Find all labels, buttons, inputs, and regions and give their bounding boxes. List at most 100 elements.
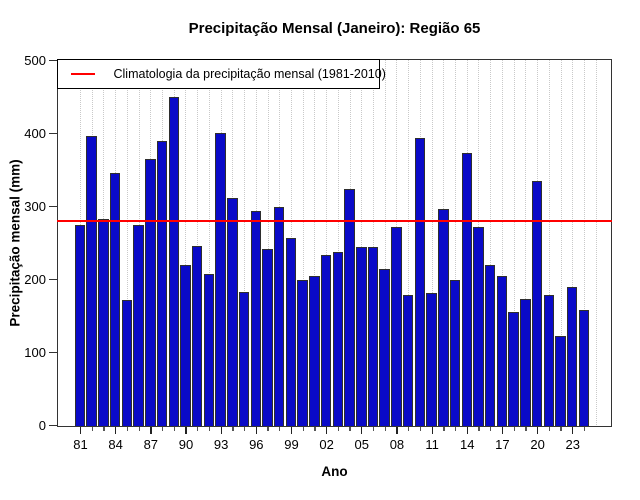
x-tick-label: 90	[178, 437, 194, 452]
climatology-reference-line	[57, 220, 612, 223]
x-tick-label: 87	[143, 437, 159, 452]
x-tick	[372, 427, 375, 431]
bar-1989	[168, 96, 179, 426]
x-tick	[161, 427, 164, 431]
y-axis-title: Precipitação mensal (mm)	[7, 159, 23, 327]
gridline	[384, 60, 386, 425]
bar-2012	[438, 209, 449, 426]
x-tick-label: 11	[425, 437, 439, 452]
y-tick	[49, 132, 57, 135]
x-axis-title: Ano	[321, 464, 348, 479]
bar-2007	[379, 269, 390, 426]
gridline	[373, 60, 374, 425]
x-tick-label: 23	[565, 437, 580, 452]
gridline	[326, 60, 328, 425]
x-tick	[79, 427, 82, 434]
x-tick	[267, 427, 269, 431]
x-tick-label: 17	[495, 437, 510, 452]
gridline	[314, 60, 316, 425]
x-tick	[243, 427, 246, 431]
x-tick	[408, 427, 410, 431]
x-tick	[525, 427, 527, 431]
x-tick	[150, 427, 152, 434]
gridline	[208, 60, 210, 425]
x-tick-label: 93	[213, 437, 229, 452]
bar-2001	[309, 275, 320, 426]
y-tick	[49, 424, 57, 427]
x-tick	[419, 427, 422, 431]
bar-1991	[191, 245, 203, 426]
x-tick	[302, 427, 304, 431]
bar-2000	[297, 280, 308, 426]
x-tick-label: 84	[108, 437, 123, 452]
bar-1981	[74, 224, 86, 426]
gridline	[267, 60, 269, 425]
y-tick-label: 0	[38, 418, 46, 433]
x-tick	[326, 427, 328, 434]
chart-title: Precipitação Mensal (Janeiro): Região 65	[188, 20, 481, 37]
bar-2008	[391, 227, 402, 426]
x-tick	[466, 427, 468, 434]
x-tick	[220, 427, 222, 434]
x-tick	[290, 427, 293, 434]
x-tick	[255, 427, 257, 434]
gridline	[302, 60, 304, 425]
x-tick-label: 14	[460, 437, 475, 452]
gridline	[548, 60, 550, 425]
x-tick-label: 81	[73, 437, 88, 452]
y-tick	[49, 278, 57, 281]
gridline	[185, 60, 187, 425]
y-tick-label: 400	[24, 126, 46, 141]
gridline	[525, 60, 527, 425]
bar-2024	[578, 309, 590, 426]
bar-2020	[531, 181, 543, 426]
gridline	[572, 60, 574, 425]
y-tick	[49, 205, 57, 208]
y-tick	[49, 59, 57, 62]
bar-1982	[86, 136, 97, 426]
gridline	[408, 60, 410, 425]
bar-2006	[367, 247, 379, 426]
x-tick	[536, 427, 539, 434]
gridline	[501, 60, 503, 425]
gridline	[431, 60, 433, 425]
gridline	[595, 60, 597, 425]
bar-1995	[238, 291, 250, 426]
x-tick-label: 05	[354, 437, 369, 452]
bar-2018	[508, 312, 519, 426]
gridline	[244, 60, 246, 425]
x-tick	[548, 427, 550, 431]
x-tick	[384, 427, 386, 431]
y-tick-label: 300	[24, 199, 46, 214]
bar-1999	[285, 238, 297, 426]
bar-2003	[332, 252, 344, 426]
bar-1996	[250, 211, 262, 426]
bar-1988	[156, 141, 168, 426]
y-tick-label: 200	[24, 272, 46, 287]
gridline	[490, 60, 492, 425]
bar-2017	[496, 275, 508, 426]
x-tick-label: 99	[284, 437, 299, 452]
bar-1993	[215, 132, 226, 426]
bar-1990	[180, 265, 191, 426]
x-tick	[314, 427, 316, 431]
gridline	[560, 60, 562, 425]
x-tick-label: 20	[530, 437, 545, 452]
bar-1984	[109, 173, 121, 426]
x-tick	[91, 427, 93, 431]
bar-2010	[414, 137, 426, 426]
bar-1986	[133, 225, 144, 426]
x-tick	[126, 427, 129, 431]
x-tick	[197, 427, 199, 431]
x-tick-label: 96	[249, 437, 264, 452]
bar-2014	[461, 152, 472, 426]
bar-2019	[520, 298, 531, 426]
x-tick	[232, 427, 234, 431]
bar-1997	[262, 249, 273, 426]
bar-1983	[98, 218, 109, 426]
x-tick	[115, 427, 117, 434]
x-tick-label: 08	[389, 437, 405, 452]
gridline	[455, 60, 457, 425]
bar-2016	[484, 265, 496, 426]
